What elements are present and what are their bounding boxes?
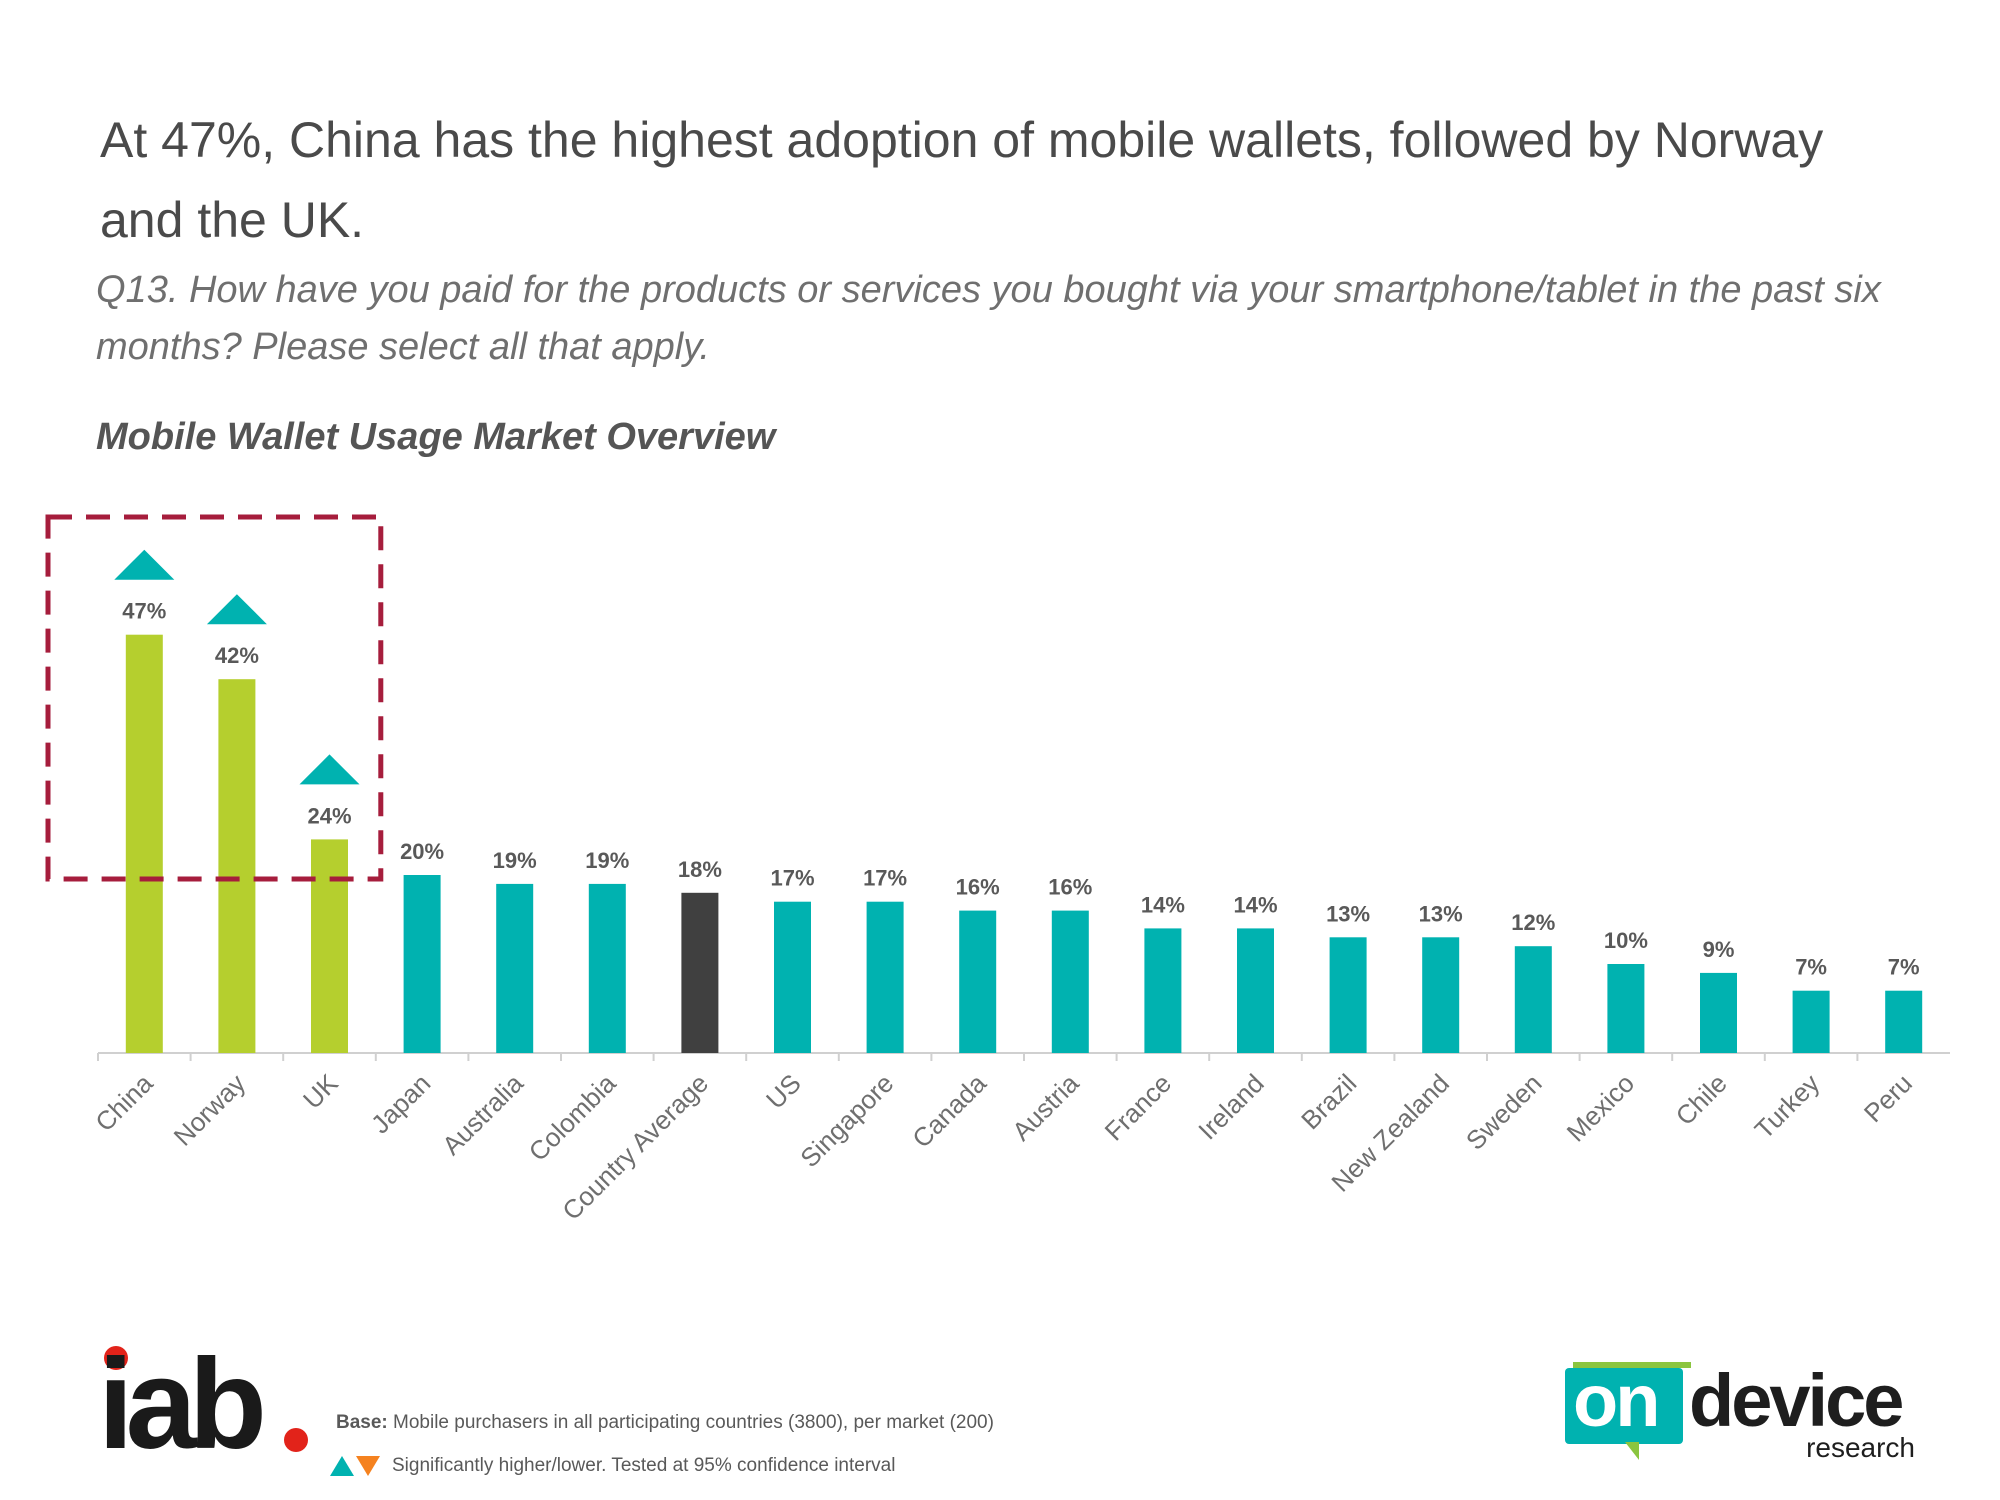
bar-singapore (866, 901, 904, 1053)
x-tick-label: France (1099, 1068, 1177, 1146)
bar-sweden (1514, 946, 1552, 1053)
bar-turkey (1792, 990, 1830, 1053)
bar-austria (1051, 910, 1089, 1053)
data-label: 18% (678, 857, 722, 882)
x-tick-label: Norway (168, 1068, 252, 1152)
iab-logo: iab (98, 1340, 308, 1460)
data-label: 16% (956, 875, 1000, 900)
base-note: Base: Mobile purchasers in all participa… (336, 1412, 994, 1434)
bar-us (774, 901, 811, 1053)
data-label: 17% (770, 866, 814, 891)
base-text: Mobile purchasers in all participating c… (393, 1412, 994, 1433)
data-label: 20% (400, 839, 444, 864)
iab-logo-dot-top (104, 1346, 128, 1370)
data-label: 9% (1703, 937, 1735, 962)
iab-logo-dot-bottom (284, 1428, 308, 1452)
x-tick-label: Australia (436, 1068, 529, 1161)
data-label: 14% (1141, 892, 1185, 917)
data-label: 17% (863, 866, 907, 891)
data-label: 24% (307, 803, 351, 828)
x-tick-label: Chile (1670, 1068, 1733, 1131)
x-tick-label: Brazil (1295, 1068, 1362, 1135)
bars-layer: 47% China 42% Norway 24% UK 20% Japan 19% Austral… (45, 514, 1950, 1226)
significance-legend: Significantly higher/lower. Tested at 95… (330, 1455, 895, 1477)
bar-country-average (681, 892, 719, 1053)
lower-triangle-icon (356, 1456, 380, 1476)
data-label: 19% (585, 848, 629, 873)
highlight-box (45, 514, 384, 882)
bar-ireland (1237, 928, 1274, 1053)
x-tick-label: Canada (906, 1068, 992, 1154)
data-label: 42% (215, 643, 259, 668)
bar-colombia (588, 883, 626, 1053)
iab-logo-text: iab (98, 1340, 262, 1460)
x-tick-label: Japan (365, 1068, 436, 1139)
data-label: 19% (493, 848, 537, 873)
data-label: 13% (1419, 901, 1463, 926)
bar-canada (959, 910, 997, 1053)
bar-china (125, 634, 163, 1053)
bar-uk (311, 839, 348, 1053)
x-tick-label: Ireland (1192, 1068, 1269, 1145)
data-label: 47% (122, 599, 166, 624)
x-tick-label: US (760, 1068, 807, 1115)
survey-question: Q13. How have you paid for the products … (96, 269, 1881, 368)
x-tick-label: Sweden (1460, 1068, 1548, 1156)
data-label: 16% (1048, 875, 1092, 900)
bar-japan (403, 875, 441, 1053)
chart-title: Mobile Wallet Usage Market Overview (96, 416, 776, 458)
data-label: 12% (1511, 910, 1555, 935)
significance-higher-icon (206, 594, 267, 625)
bar-brazil (1329, 937, 1367, 1053)
page-headline: At 47%, China has the highest adoption o… (100, 112, 1824, 248)
x-tick-label: Colombia (523, 1068, 622, 1167)
base-label: Base: (336, 1412, 388, 1433)
ondevice-logo-bubble-tail (1625, 1442, 1639, 1460)
data-label: 7% (1795, 955, 1827, 980)
ondevice-logo-accent (1573, 1362, 1691, 1368)
bar-france (1144, 928, 1182, 1053)
x-tick-label: Singapore (794, 1068, 899, 1173)
bar-australia (496, 883, 534, 1053)
x-tick-label: Turkey (1749, 1068, 1826, 1145)
data-label: 13% (1326, 901, 1370, 926)
x-tick-label: Austria (1006, 1068, 1085, 1147)
bar-new-zealand (1422, 937, 1460, 1053)
x-tick-label: UK (297, 1068, 344, 1115)
x-tick-label: Peru (1858, 1068, 1918, 1128)
ondevice-logo-device: device (1689, 1359, 1904, 1442)
ondevice-logo-research: research (1806, 1432, 1915, 1463)
ondevice-logo: on device research (1565, 1359, 1915, 1472)
data-label: 14% (1233, 892, 1277, 917)
bar-peru (1885, 990, 1923, 1053)
bar-chile (1700, 972, 1737, 1053)
significance-higher-icon (114, 549, 175, 580)
significance-text: Significantly higher/lower. Tested at 95… (392, 1455, 896, 1476)
ondevice-logo-speech-bubble (1565, 1368, 1683, 1444)
data-label: 7% (1888, 955, 1920, 980)
bar-chart: 47% China 42% Norway 24% UK 20% Japan 19% Austral… (45, 514, 1950, 1226)
bar-mexico (1607, 964, 1645, 1053)
x-tick-label: Mexico (1561, 1068, 1640, 1147)
higher-triangle-icon (330, 1456, 354, 1476)
ondevice-logo-on: on (1573, 1359, 1660, 1442)
x-tick-label: China (89, 1068, 159, 1138)
significance-higher-icon (299, 754, 360, 785)
data-label: 10% (1604, 928, 1648, 953)
bar-norway (218, 679, 256, 1053)
